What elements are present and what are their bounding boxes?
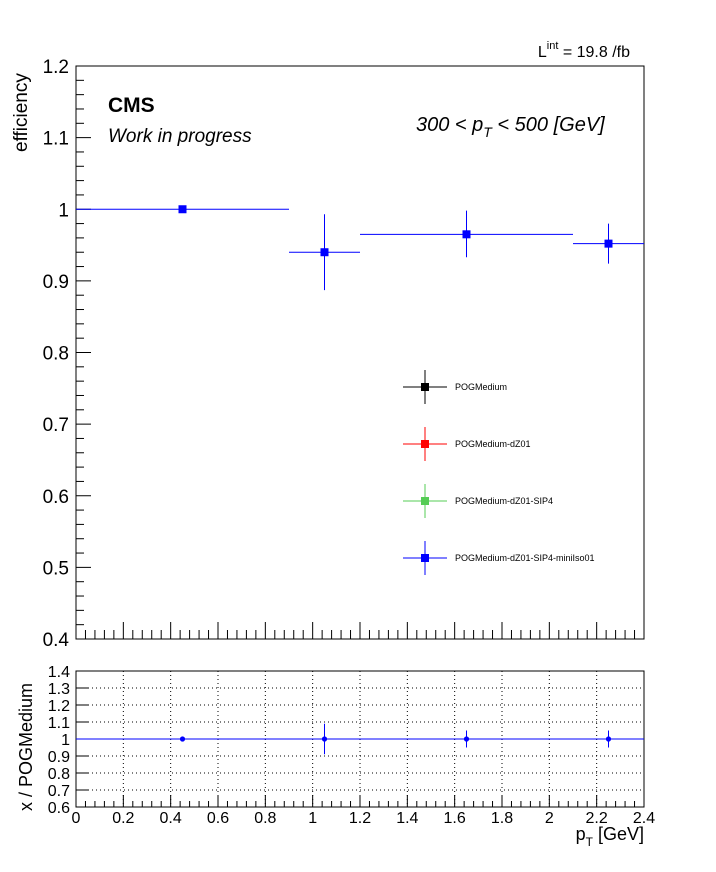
data-point-marker — [178, 205, 187, 214]
ratio-y-tick-label: 1.4 — [48, 664, 70, 681]
ratio-x-tick-label: 0.8 — [254, 810, 276, 827]
data-point-marker — [462, 230, 471, 239]
top-y-tick-label: 0.6 — [43, 487, 69, 508]
ratio-xlabel: pT [GeV] — [576, 824, 644, 849]
subtitle: Work in progress — [108, 126, 252, 147]
top-y-tick-label: 1.2 — [43, 57, 69, 78]
ratio-x-tick-label: 1.6 — [444, 810, 466, 827]
ratio-point-marker — [463, 736, 470, 742]
ratio-y-tick-label: 1.3 — [48, 681, 70, 698]
ratio-x-tick-label: 1.8 — [491, 810, 513, 827]
legend-marker — [421, 383, 429, 391]
lumi-prefix: L — [538, 44, 547, 61]
legend-marker — [421, 440, 429, 448]
lumi-label: Lint = 19.8 /fb — [538, 40, 630, 61]
legend-entry: POGMedium-dZ01-SIP4 — [403, 484, 553, 518]
top-panel: 0.4 0.5 0.6 0.7 0.8 0.9 1 1.1 1.2 efficiency CMS… — [11, 57, 645, 651]
ratio-x-tick-label: 0.4 — [160, 810, 182, 827]
top-y-tick-label: 1.1 — [43, 129, 69, 150]
pt-range-sub: T — [483, 124, 493, 140]
legend-label: POGMedium-dZ01-SIP4 — [455, 496, 553, 506]
ratio-x-tick-label: 1.4 — [396, 810, 418, 827]
legend-entry: POGMedium — [403, 370, 507, 404]
ratio-y-tick-label: 0.6 — [48, 800, 70, 817]
legend-label: POGMedium — [455, 382, 507, 392]
ratio-x-tick-label: 1 — [308, 810, 317, 827]
ratio-xlabel-unit: [GeV] — [593, 824, 644, 844]
pt-range-label: 300 < pT < 500 [GeV] — [416, 114, 605, 140]
ratio-xlabel-main: p — [576, 824, 586, 844]
legend-label: POGMedium-dZ01 — [455, 439, 531, 449]
ratio-x-tick-label: 0.6 — [207, 810, 229, 827]
svg-text:Lint = 19.8 /fb: Lint = 19.8 /fb — [538, 40, 630, 61]
ratio-y-tick-label: 0.9 — [48, 749, 70, 766]
ratio-ylabel: x / POGMedium — [16, 683, 36, 811]
ratio-y-tick-label: 1.2 — [48, 698, 70, 715]
ratio-y-tick-label: 1 — [61, 732, 70, 749]
ratio-point-marker — [179, 736, 186, 742]
legend-entry: POGMedium-dZ01 — [403, 427, 531, 461]
top-ylabel: efficiency — [11, 73, 32, 152]
ratio-x-tick-label: 2.4 — [633, 810, 655, 827]
ratio-panel: 0.60.70.80.911.11.21.31.4 0 0.2 0.4 0.6 0.8 1… — [16, 664, 655, 849]
legend-entry: POGMedium-dZ01-SIP4-miniIso01 — [403, 541, 595, 575]
legend-marker — [421, 497, 429, 505]
pt-range-pre: 300 < p — [416, 114, 483, 136]
ratio-x-tick-label: 0 — [72, 810, 81, 827]
ratio-y-tick-label: 1.1 — [48, 715, 70, 732]
ratio-point-marker — [321, 736, 328, 742]
ratio-xlabel-sub: T — [586, 835, 594, 849]
lumi-value: = 19.8 /fb — [558, 44, 630, 61]
cms-label: CMS — [108, 94, 155, 117]
ratio-y-tick-label: 0.8 — [48, 766, 70, 783]
top-y-tick-label: 0.7 — [43, 415, 69, 436]
ratio-x-tick-label: 0.2 — [112, 810, 134, 827]
data-point-marker — [320, 248, 329, 257]
legend-marker — [421, 554, 429, 562]
lumi-sup: int — [547, 40, 559, 52]
top-y-tick-label: 0.5 — [43, 558, 69, 579]
data-point-marker — [604, 239, 613, 248]
top-y-tick-label: 0.9 — [43, 272, 69, 293]
legend-label: POGMedium-dZ01-SIP4-miniIso01 — [455, 553, 595, 563]
top-y-tick-label: 0.8 — [43, 344, 69, 365]
ratio-point-marker — [605, 736, 612, 742]
ratio-y-tick-label: 0.7 — [48, 783, 70, 800]
ratio-x-tick-label: 1.2 — [349, 810, 371, 827]
ratio-x-tick-label: 2.2 — [586, 810, 608, 827]
pt-range-post: < 500 [GeV] — [492, 114, 605, 136]
ratio-x-tick-label: 2 — [545, 810, 554, 827]
top-y-tick-label: 0.4 — [43, 630, 70, 651]
top-y-tick-label: 1 — [58, 200, 69, 221]
